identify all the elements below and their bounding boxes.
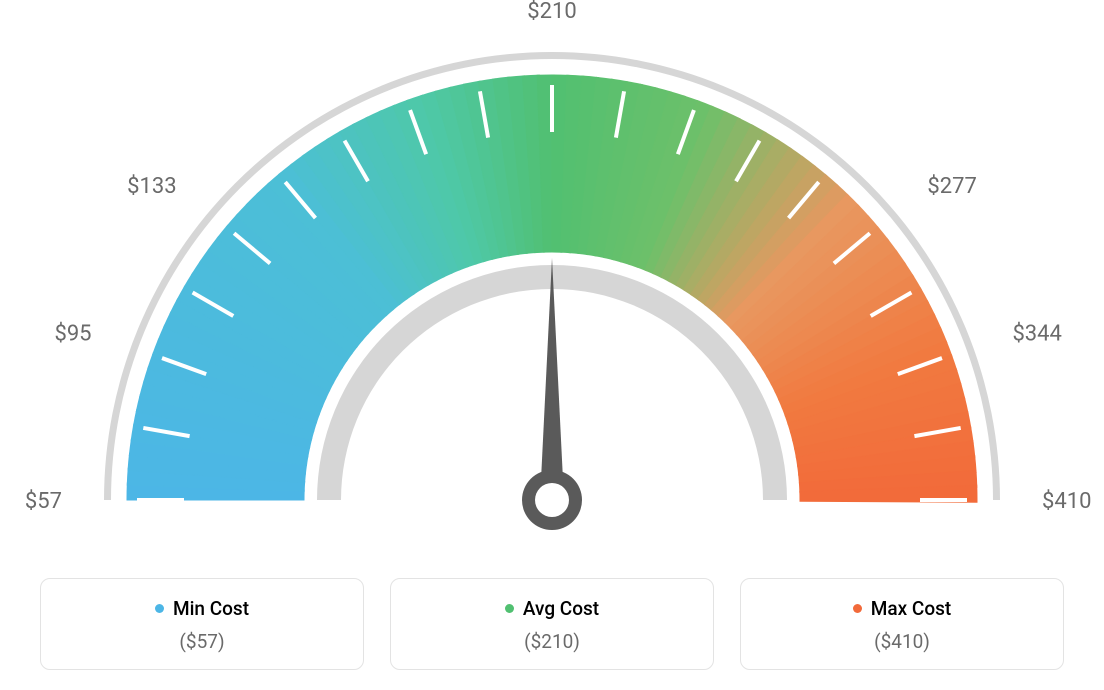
gauge-tick-label: $133	[127, 174, 176, 199]
legend-label-min: Min Cost	[173, 597, 249, 620]
gauge-tick-label: $277	[927, 174, 976, 199]
legend-card-min: Min Cost ($57)	[40, 578, 364, 670]
gauge-tick-label: $344	[1012, 321, 1061, 346]
gauge-needle	[540, 258, 564, 500]
legend-label-avg: Avg Cost	[523, 597, 599, 620]
legend-value-min: ($57)	[51, 630, 353, 653]
legend-card-max: Max Cost ($410)	[740, 578, 1064, 670]
legend-dot-min	[155, 604, 164, 613]
legend-title-avg: Avg Cost	[505, 597, 599, 620]
gauge-tick-label: $57	[25, 489, 62, 514]
gauge-tick-label: $210	[527, 0, 576, 24]
gauge-chart: $57 $95 $133 $210 $277 $344 $410	[0, 0, 1104, 560]
legend-card-avg: Avg Cost ($210)	[390, 578, 714, 670]
gauge-tick-label: $95	[54, 321, 91, 346]
gauge-container: $57 $95 $133 $210 $277 $344 $410	[0, 0, 1104, 560]
legend-title-min: Min Cost	[155, 597, 249, 620]
legend-dot-avg	[505, 604, 514, 613]
legend-label-max: Max Cost	[871, 597, 951, 620]
legend-dot-max	[853, 604, 862, 613]
legend-value-max: ($410)	[751, 630, 1053, 653]
gauge-tick-label: $410	[1042, 489, 1091, 514]
legend-title-max: Max Cost	[853, 597, 951, 620]
legend: Min Cost ($57) Avg Cost ($210) Max Cost …	[40, 578, 1064, 670]
legend-value-avg: ($210)	[401, 630, 703, 653]
